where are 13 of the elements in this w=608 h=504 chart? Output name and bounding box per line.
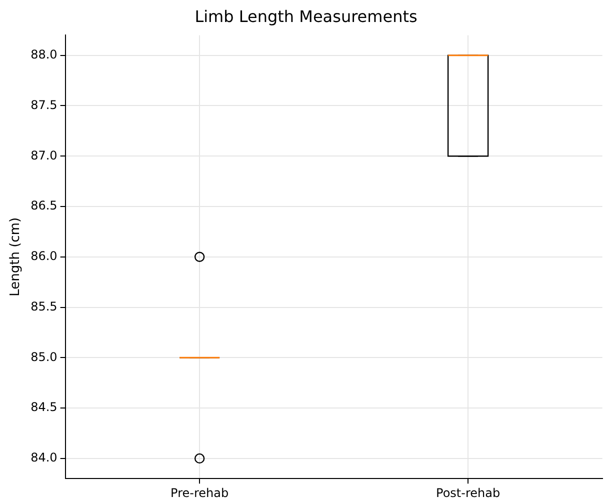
chart-title: Limb Length Measurements <box>194 6 418 26</box>
y-tick-label: 87.5 <box>30 98 58 112</box>
y-tick-label: 86.5 <box>30 198 58 213</box>
x-tick-label: Post-rehab <box>436 486 500 500</box>
y-axis-title: Length (cm) <box>8 217 24 296</box>
y-tick-label: 85.0 <box>30 350 58 364</box>
y-tick-label: 84.5 <box>30 400 58 414</box>
y-tick-label: 86.0 <box>30 249 58 264</box>
y-tick-label: 84.0 <box>30 450 58 465</box>
x-tick-label: Pre-rehab <box>170 486 229 500</box>
y-tick-label: 85.5 <box>30 299 58 314</box>
y-tick-label: 87.0 <box>30 148 58 162</box>
y-tick-label: 88.0 <box>30 47 58 62</box>
